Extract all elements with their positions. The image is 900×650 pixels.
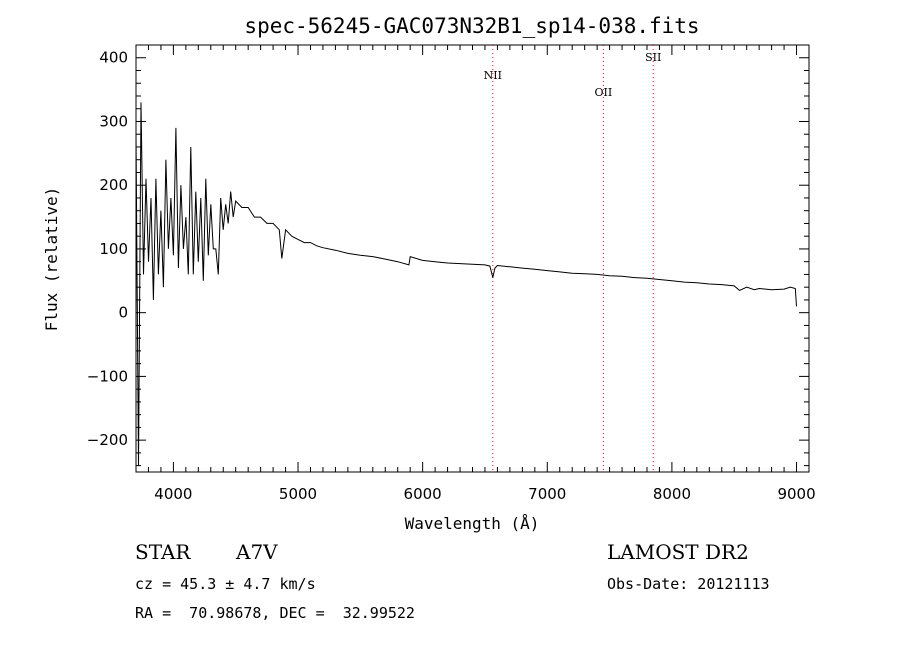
x-tick-label: 6000 — [404, 485, 442, 503]
line-label-nii: NII — [484, 69, 502, 82]
y-tick-label: 200 — [99, 176, 128, 194]
plot-area: 4000 5000 6000 7000 8000 9000 −200 −100 0 100 200 3… — [87, 44, 816, 503]
plot-frame — [135, 44, 810, 473]
y-tick-label: 0 — [118, 304, 128, 322]
spectrum-series-0 — [136, 102, 797, 466]
y-tick-label: −200 — [87, 431, 128, 449]
y-tick-label: −100 — [87, 367, 128, 385]
y-tick-label: 300 — [99, 112, 128, 130]
x-tick-label: 4000 — [154, 485, 192, 503]
y-tick-label: 100 — [99, 240, 128, 258]
survey-name: LAMOST DR2 — [607, 540, 749, 564]
y-axis-label: Flux (relative) — [42, 187, 61, 332]
x-tick-label: 8000 — [653, 485, 691, 503]
object-subclass: A7V — [236, 540, 278, 564]
line-label-oii: OII — [595, 86, 613, 99]
x-tick-label: 9000 — [777, 485, 815, 503]
coordinates: RA = 70.98678, DEC = 32.99522 — [135, 604, 415, 622]
x-axis-label: Wavelength (Å) — [405, 514, 540, 533]
y-tick-label: 400 — [99, 49, 128, 67]
object-class: STAR — [135, 540, 191, 564]
redshift-cz: cz = 45.3 ± 4.7 km/s — [135, 575, 316, 593]
x-tick-label: 7000 — [528, 485, 566, 503]
observation-date: Obs-Date: 20121113 — [607, 575, 770, 593]
line-label-sii: SII — [645, 51, 661, 64]
chart-title: spec-56245-GAC073N32B1_sp14-038.fits — [244, 14, 699, 38]
x-tick-label: 5000 — [279, 485, 317, 503]
